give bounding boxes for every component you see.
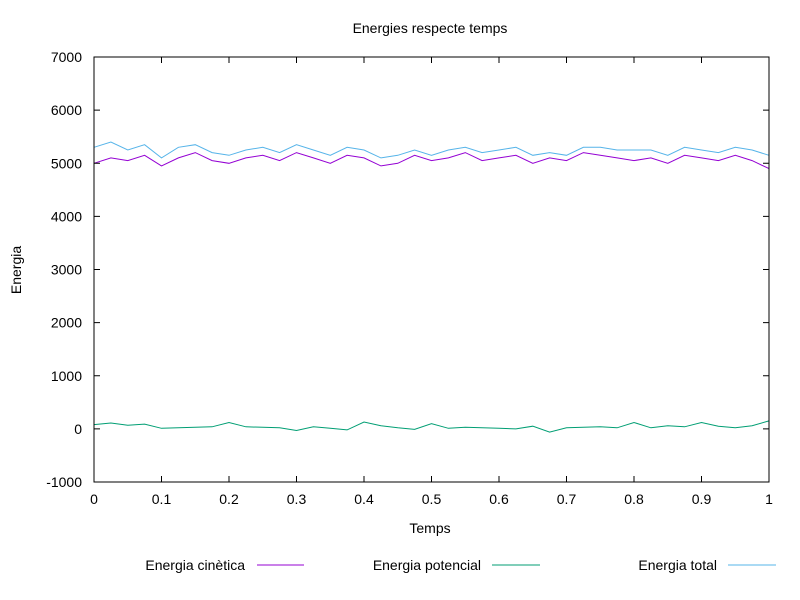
x-tick-label: 0.9 [692,491,712,507]
legend-label-2: Energia potencial [373,557,481,573]
x-tick-label: 0.3 [287,491,307,507]
plot-area [93,141,770,433]
y-tick-label: 7000 [51,49,82,65]
y-tick-label: 5000 [51,155,82,171]
x-tick-label: 1 [765,491,773,507]
legend: Energia cinètica Energia potencial Energia… [145,557,776,573]
y-tick-label: -1000 [46,474,82,490]
series-line-3 [93,141,770,159]
y-tick-label: 2000 [51,315,82,331]
x-tick-label: 0.6 [489,491,509,507]
axes: 0 0.1 0.2 0.3 0.4 0.5 0.6 0.7 0.8 0.9 1 -1000 0 1000 2… [46,49,773,507]
series-line-1 [93,152,770,170]
legend-label-1: Energia cinètica [145,557,245,573]
plot-frame [93,56,770,483]
y-tick-label: 4000 [51,208,82,224]
chart-title: Energies respecte temps [353,20,508,36]
x-axis-label: Temps [409,520,450,536]
x-tick-label: 0.7 [557,491,577,507]
x-tick-label: 0.4 [354,491,374,507]
y-tick-label: 6000 [51,102,82,118]
series-line-2 [93,420,770,433]
x-tick-label: 0.8 [624,491,644,507]
y-tick-label: 3000 [51,262,82,278]
legend-label-3: Energia total [638,557,717,573]
y-tick-label: 1000 [51,368,82,384]
y-axis-label: Energia [8,246,24,294]
x-tick-label: 0 [90,491,98,507]
y-tick-label: 0 [74,421,82,437]
x-tick-label: 0.2 [219,491,239,507]
x-tick-label: 0.5 [422,491,442,507]
x-tick-label: 0.1 [152,491,172,507]
